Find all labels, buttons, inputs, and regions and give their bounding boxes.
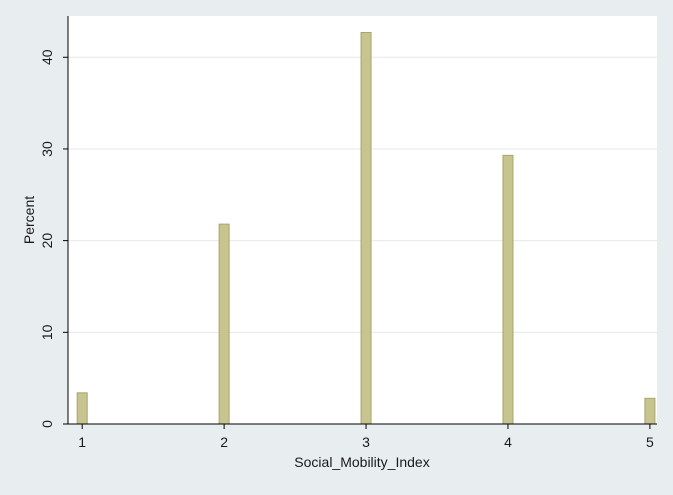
bar-2 [218, 223, 230, 425]
x-tick-label-4: 4 [504, 434, 512, 450]
y-tick-label-30: 30 [39, 141, 55, 157]
x-tick-label-5: 5 [646, 434, 654, 450]
y-tick-label-10: 10 [39, 324, 55, 340]
bar-4 [502, 154, 514, 425]
axes [67, 16, 657, 425]
bar-1 [76, 392, 88, 425]
y-tick-label-0: 0 [39, 420, 55, 428]
bar-3 [360, 32, 372, 425]
y-tick-label-40: 40 [39, 49, 55, 65]
x-tick-label-3: 3 [362, 434, 370, 450]
y-tick-label-20: 20 [39, 233, 55, 249]
x-axis-label: Social_Mobility_Index [294, 454, 429, 470]
bar-5 [644, 397, 656, 425]
x-tick-label-1: 1 [78, 434, 86, 450]
x-tick-label-2: 2 [220, 434, 228, 450]
ticks: 0 10 20 30 40 1 2 3 4 5 [39, 49, 654, 450]
y-axis-label: Percent [21, 196, 37, 244]
